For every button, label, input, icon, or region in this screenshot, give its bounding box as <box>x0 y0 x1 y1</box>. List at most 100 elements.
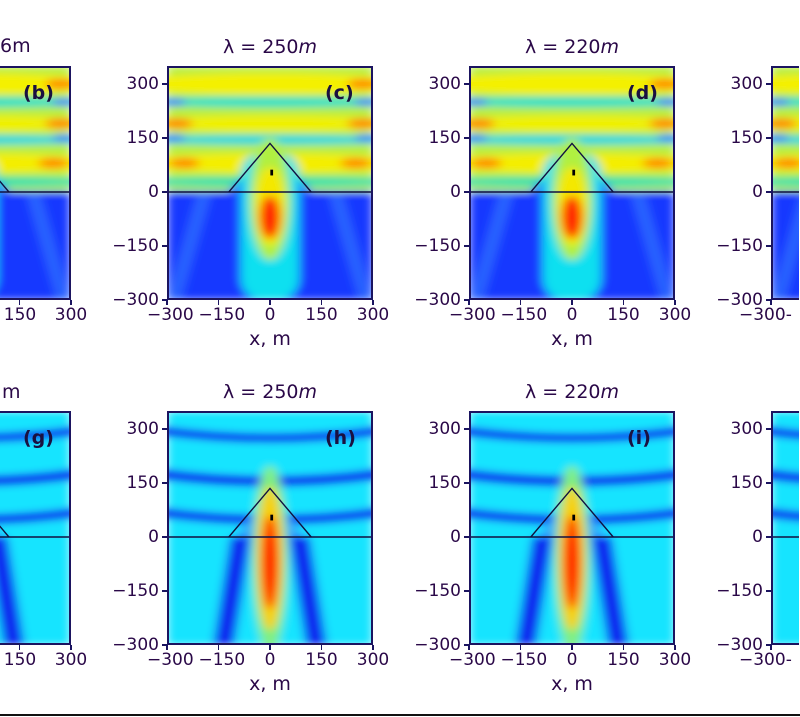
y-tick-mark <box>162 644 167 646</box>
heatmap-field <box>167 411 373 645</box>
y-tick-mark <box>162 536 167 538</box>
y-tick-label: −300 <box>112 290 159 310</box>
field-coldspot <box>469 98 488 106</box>
x-tick-mark <box>519 645 522 650</box>
field-hotspot <box>45 118 71 129</box>
field-coldspot <box>52 134 71 142</box>
x-tick-mark <box>166 645 168 650</box>
mountain-outline <box>228 142 312 193</box>
x-tick-label: −300 <box>147 650 194 670</box>
y-tick-mark <box>464 245 469 247</box>
x-tick-mark <box>468 645 470 650</box>
y-tick-mark <box>464 536 469 538</box>
plot-frame <box>167 411 373 645</box>
x-tick-label: 0 <box>264 650 276 670</box>
title-text: λ = 250 <box>222 36 299 58</box>
y-tick-mark <box>162 299 167 301</box>
y-tick-mark <box>766 428 771 430</box>
y-tick-mark <box>464 644 469 646</box>
x-tick-mark <box>269 300 271 305</box>
field-peak <box>261 515 279 609</box>
field-band <box>167 96 373 108</box>
x-tick-label: −150 <box>500 650 548 670</box>
field-band <box>771 74 800 94</box>
y-tick-mark <box>464 83 469 85</box>
y-tick-label: 0 <box>752 182 763 202</box>
field-coldspot <box>167 98 186 106</box>
x-tick-label: −300- <box>739 305 792 325</box>
y-tick-label: −300 <box>414 635 461 655</box>
y-tick-label: 300 <box>126 74 159 94</box>
field-band <box>469 426 675 443</box>
field-coldspot <box>354 98 373 106</box>
title-unit: m <box>600 381 620 403</box>
field-hotspot <box>340 158 372 169</box>
heatmap-svg <box>469 411 675 645</box>
x-tick-mark <box>674 300 676 305</box>
x-tick-mark <box>468 300 470 305</box>
y-tick-label: 300 <box>126 419 159 439</box>
x-tick-label: −300 <box>147 305 194 325</box>
plot-frame <box>0 66 71 300</box>
x-tick-label: 150 <box>607 305 640 325</box>
field-hotspot <box>470 158 502 169</box>
field-hotspot <box>772 158 800 169</box>
heatmap-field <box>469 411 675 645</box>
plot-frame <box>771 411 800 645</box>
field-hotspot <box>38 158 70 169</box>
field-band <box>0 469 71 486</box>
heatmap-panel-h <box>167 411 373 645</box>
x-tick-label: 300 <box>658 650 692 670</box>
heatmap-svg <box>0 66 71 300</box>
y-tick-label: 300 <box>428 419 461 439</box>
field-band <box>167 426 373 443</box>
panel-label: (g) <box>23 427 54 449</box>
x-tick-mark <box>18 300 21 305</box>
field-band <box>0 73 71 95</box>
y-tick-label: 0 <box>148 182 159 202</box>
y-tick-label: −150 <box>414 236 461 256</box>
title-unit: m <box>600 36 620 58</box>
x-tick-mark <box>770 300 772 305</box>
panel-title: λ = 220m <box>469 381 675 403</box>
y-tick-label: −300 <box>112 635 159 655</box>
panel-label: (i) <box>627 427 651 449</box>
y-tick-mark <box>766 245 771 247</box>
field-beam <box>469 192 514 300</box>
y-tick-label: −150 <box>716 581 763 601</box>
y-tick-label: −300 <box>414 290 461 310</box>
title-fragment-b: 6m <box>0 35 31 57</box>
x-tick-label: 0 <box>264 305 276 325</box>
panel-title: λ = 220m <box>469 36 675 58</box>
y-tick-mark <box>162 137 167 139</box>
y-tick-mark <box>162 428 167 430</box>
y-tick-mark <box>464 299 469 301</box>
x-tick-mark <box>770 645 772 650</box>
field-band <box>771 426 800 440</box>
field-band <box>469 115 675 132</box>
mountain-outline <box>530 487 614 538</box>
x-axis-label: x, m <box>249 328 291 350</box>
x-axis-label: x, m <box>249 673 291 695</box>
heatmap-panel-d <box>469 66 675 300</box>
field-hotspot <box>649 78 675 90</box>
y-tick-label: 150 <box>126 473 159 493</box>
field-base <box>771 411 800 645</box>
x-tick-label: 300 <box>54 305 88 325</box>
x-tick-mark <box>70 645 72 650</box>
y-tick-mark <box>162 83 167 85</box>
heatmap-field <box>0 66 71 300</box>
x-tick-mark <box>571 300 573 305</box>
x-tick-mark <box>571 645 573 650</box>
x-tick-mark <box>519 300 522 305</box>
y-tick-label: 150 <box>730 128 763 148</box>
panel-title: λ = 250m <box>167 36 373 58</box>
field-hotspot <box>347 118 373 129</box>
y-tick-label: 0 <box>450 527 461 547</box>
y-tick-mark <box>766 299 771 301</box>
x-tick-label: 150 <box>3 305 37 325</box>
field-hotspot <box>45 78 71 90</box>
heatmap-field <box>0 411 71 645</box>
y-tick-label: −300 <box>716 635 763 655</box>
y-tick-mark <box>464 191 469 193</box>
